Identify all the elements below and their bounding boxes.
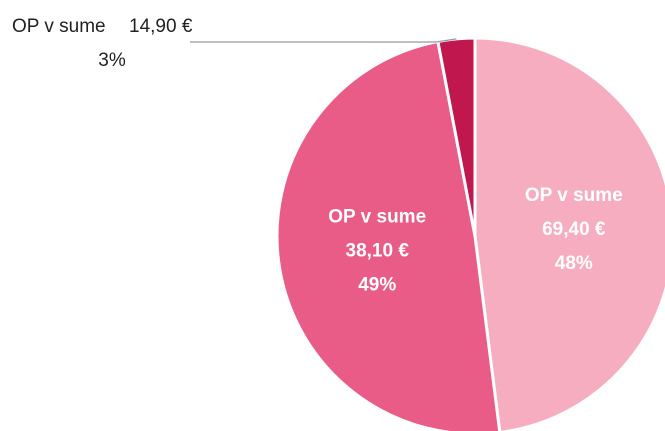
slice-label: 3%: [98, 50, 126, 71]
leader-line: [190, 38, 457, 43]
slice-label: OP v sume: [525, 185, 623, 206]
pie-slice: [473, 36, 665, 431]
slice-label: 69,40 €: [542, 219, 606, 240]
slice-label: 38,10 €: [346, 241, 410, 262]
slice-label: OP v sume: [12, 16, 106, 37]
slice-label: 14,90 €: [129, 16, 193, 37]
slice-label: 48%: [555, 253, 593, 274]
slice-label: 49%: [358, 275, 396, 296]
pie-slice: [275, 39, 502, 431]
slice-label: OP v sume: [328, 207, 426, 228]
